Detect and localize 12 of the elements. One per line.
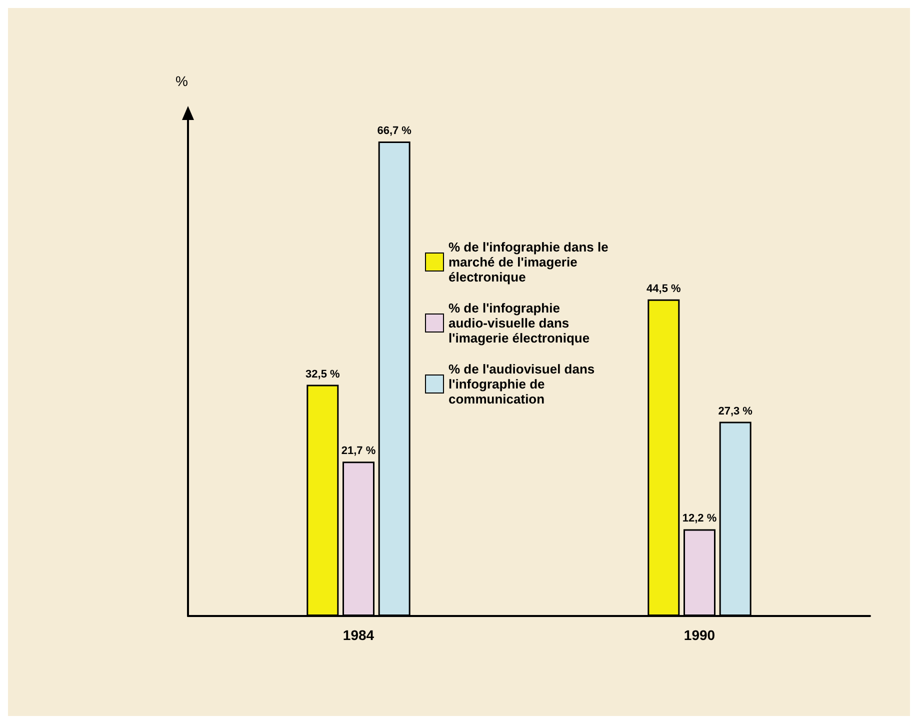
data-label: 32,5 %	[306, 368, 340, 380]
data-label: 27,3 %	[718, 405, 753, 418]
x-tick-label: 1990	[684, 627, 716, 643]
data-label: 44,5 %	[646, 282, 681, 295]
y-axis-title: %	[176, 73, 188, 89]
x-tick-label: 1984	[342, 627, 374, 643]
data-label: 12,2 %	[682, 512, 717, 525]
data-label: 66,7 %	[377, 124, 412, 137]
legend-label: % de l'infographie audio-visuelle dans l'imagerie électronique	[448, 300, 590, 346]
data-label: 21,7 %	[341, 445, 376, 458]
legend-label: % de l'audiovisuel dans l'infographie de communication	[448, 362, 598, 407]
legend-label: % de l'infographie dans le marché de l'imagerie électronique	[448, 240, 612, 285]
